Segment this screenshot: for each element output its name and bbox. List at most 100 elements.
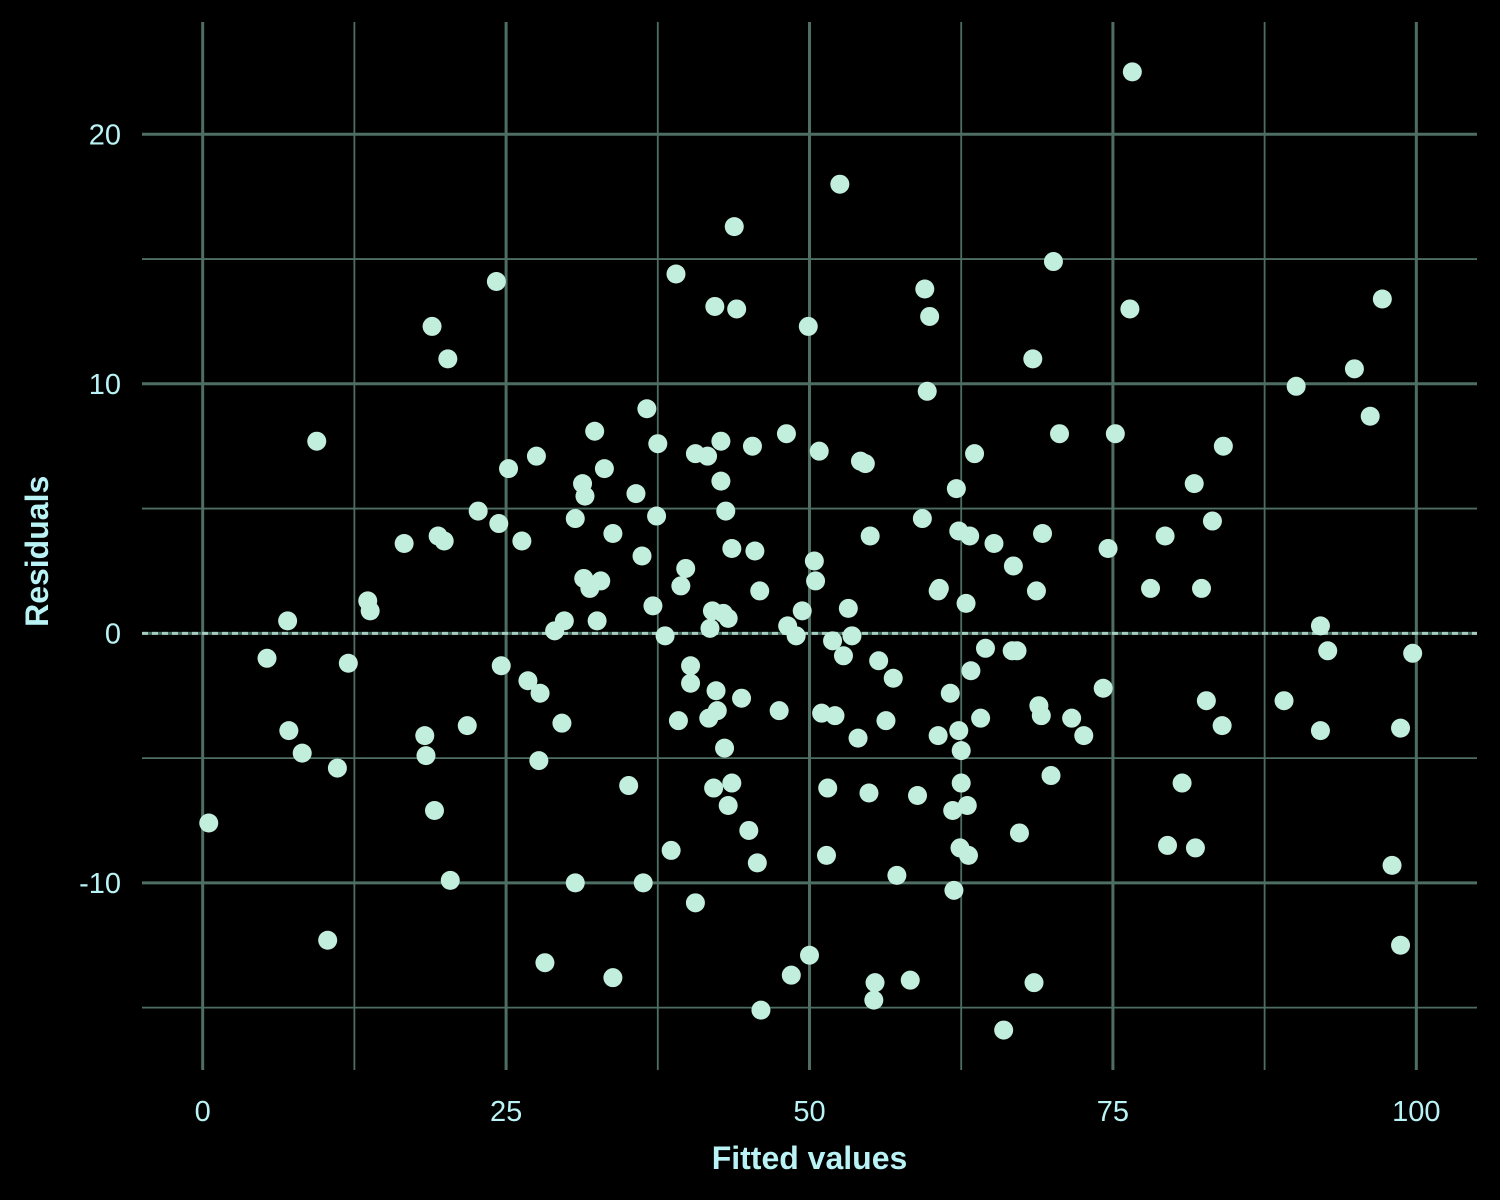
- data-point: [655, 626, 675, 646]
- data-point: [1141, 578, 1161, 598]
- data-point: [1274, 691, 1294, 711]
- data-point: [971, 708, 991, 728]
- data-point: [257, 648, 277, 668]
- data-point: [769, 701, 789, 721]
- data-point: [825, 706, 845, 726]
- data-point: [1360, 406, 1380, 426]
- data-point: [715, 738, 735, 758]
- data-point: [929, 578, 949, 598]
- y-tick-label: 10: [89, 369, 121, 401]
- data-point: [565, 509, 585, 529]
- data-point: [647, 506, 667, 526]
- data-point: [718, 608, 738, 628]
- data-point: [908, 786, 928, 806]
- data-point: [900, 970, 920, 990]
- data-point: [711, 431, 731, 451]
- data-point: [526, 446, 546, 466]
- data-point: [554, 611, 574, 631]
- data-point: [949, 721, 969, 741]
- data-point: [1026, 581, 1046, 601]
- data-point: [951, 741, 971, 761]
- data-point: [1391, 935, 1411, 955]
- data-point: [869, 651, 889, 671]
- data-point: [603, 524, 623, 544]
- data-point: [1344, 359, 1364, 379]
- data-point: [876, 711, 896, 731]
- data-point: [742, 436, 762, 456]
- data-point: [1185, 838, 1205, 858]
- data-point: [818, 778, 838, 798]
- data-point: [883, 668, 903, 688]
- data-point: [745, 541, 765, 561]
- data-point: [1212, 716, 1232, 736]
- data-point: [809, 441, 829, 461]
- data-point: [855, 454, 875, 474]
- data-point: [750, 581, 770, 601]
- data-point: [920, 306, 940, 326]
- data-point: [722, 773, 742, 793]
- data-point: [591, 571, 611, 591]
- data-point: [751, 1000, 771, 1020]
- tick-labels: 0 25 50 75 100 -10 0 10 20: [79, 119, 1440, 1128]
- data-point: [1372, 289, 1392, 309]
- data-point: [848, 728, 868, 748]
- data-point: [1062, 708, 1082, 728]
- data-point: [643, 596, 663, 616]
- data-point: [747, 853, 767, 873]
- data-point: [1074, 726, 1094, 746]
- data-point: [1184, 474, 1204, 494]
- x-tick-label: 75: [1097, 1096, 1129, 1128]
- data-point: [912, 509, 932, 529]
- data-point: [705, 296, 725, 316]
- data-point: [619, 776, 639, 796]
- data-point: [915, 279, 935, 299]
- data-point: [327, 758, 347, 778]
- data-point: [633, 873, 653, 893]
- data-point: [806, 571, 826, 591]
- data-point: [681, 656, 701, 676]
- data-point: [958, 845, 978, 865]
- x-tick-label: 50: [793, 1096, 825, 1128]
- data-point: [1003, 556, 1023, 576]
- data-point: [816, 845, 836, 865]
- data-point: [307, 431, 327, 451]
- data-point: [965, 444, 985, 464]
- data-point: [1007, 641, 1027, 661]
- data-point: [718, 796, 738, 816]
- x-tick-label: 25: [490, 1096, 522, 1128]
- data-point: [700, 618, 720, 638]
- data-point: [360, 601, 380, 621]
- data-point: [830, 174, 850, 194]
- data-point: [499, 459, 519, 479]
- data-points: [199, 62, 1423, 1040]
- data-point: [722, 538, 742, 558]
- data-point: [1024, 973, 1044, 993]
- data-point: [1050, 424, 1070, 444]
- data-point: [279, 721, 299, 741]
- data-point: [944, 880, 964, 900]
- data-point: [565, 873, 585, 893]
- data-point: [704, 778, 724, 798]
- data-point: [1041, 766, 1061, 786]
- data-point: [940, 683, 960, 703]
- data-point: [1403, 643, 1423, 663]
- data-point: [1213, 436, 1233, 456]
- data-point: [486, 272, 506, 292]
- data-point: [724, 217, 744, 237]
- data-point: [739, 820, 759, 840]
- data-point: [394, 534, 414, 554]
- data-point: [706, 681, 726, 701]
- data-point: [917, 381, 937, 401]
- data-point: [804, 551, 824, 571]
- data-point: [676, 558, 696, 578]
- data-point: [786, 626, 806, 646]
- data-point: [1318, 641, 1338, 661]
- data-point: [668, 711, 688, 731]
- data-point: [928, 726, 948, 746]
- grid-lines: [142, 22, 1477, 1070]
- data-point: [1122, 62, 1142, 82]
- data-point: [671, 576, 691, 596]
- data-point: [792, 601, 812, 621]
